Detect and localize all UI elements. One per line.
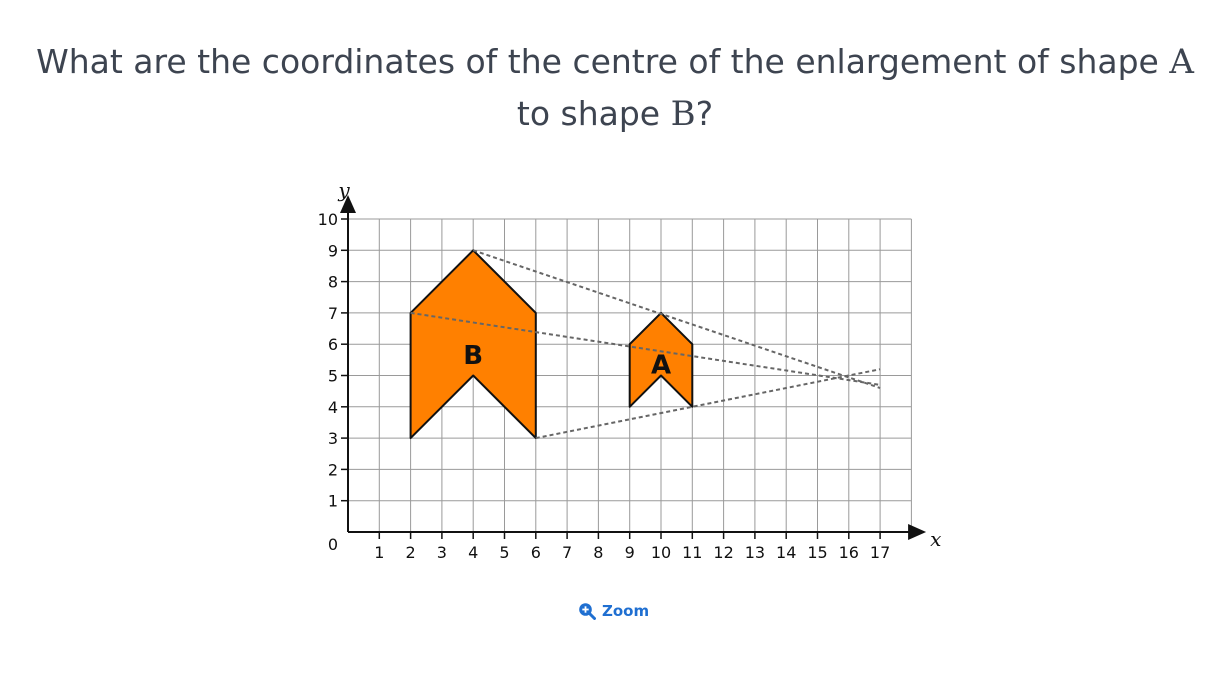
- zoom-in-icon: [579, 603, 596, 620]
- y-axis-label: y: [337, 178, 350, 202]
- x-tick-label: 12: [713, 543, 733, 562]
- y-tick-label: 5: [328, 367, 338, 386]
- y-tick-label: 10: [318, 210, 338, 229]
- construction-ray: [535, 368, 881, 440]
- question-line-1: What are the coordinates of the centre o…: [36, 42, 1194, 82]
- x-tick-label: 7: [562, 543, 572, 562]
- y-tick-label: 8: [328, 273, 338, 292]
- x-tick-label: 13: [745, 543, 765, 562]
- x-tick-label: 17: [870, 543, 890, 562]
- x-tick-label: 6: [531, 543, 541, 562]
- x-axis-label: x: [930, 527, 941, 551]
- x-tick-label: 2: [406, 543, 416, 562]
- zoom-button[interactable]: Zoom: [578, 598, 649, 624]
- x-tick-label: 8: [593, 543, 603, 562]
- shape-a-symbol: A: [1169, 42, 1194, 82]
- question-line-2: to shape B?: [516, 94, 714, 134]
- x-tick-label: 5: [499, 543, 509, 562]
- y-tick-label: 7: [328, 304, 338, 323]
- shape-label-b: B: [463, 341, 483, 371]
- construction-ray: [472, 249, 881, 389]
- construction-ray: [410, 311, 881, 386]
- y-tick-label: 2: [328, 460, 338, 479]
- x-tick-label: 15: [807, 543, 827, 562]
- axes: [340, 195, 927, 540]
- x-tick-label: 16: [839, 543, 859, 562]
- construction-rays: [410, 249, 881, 440]
- y-tick-label: 1: [328, 492, 338, 511]
- shape-b-symbol: B: [670, 94, 696, 134]
- shape-a: [628, 311, 694, 408]
- x-tick-label: 3: [437, 543, 447, 562]
- y-tick-label: 3: [328, 429, 338, 448]
- x-tick-label: 10: [651, 543, 671, 562]
- origin-label: 0: [328, 535, 338, 554]
- y-tick-label: 6: [328, 335, 338, 354]
- x-tick-label: 1: [374, 543, 384, 562]
- x-tick-label: 9: [625, 543, 635, 562]
- x-tick-label: 4: [468, 543, 478, 562]
- y-tick-label: 9: [328, 241, 338, 260]
- zoom-label: Zoom: [602, 602, 650, 620]
- question-text: What are the coordinates of the centre o…: [0, 36, 1230, 140]
- x-tick-label: 11: [682, 543, 702, 562]
- y-tick-label: 4: [328, 398, 338, 417]
- shape-label-a: A: [651, 351, 671, 381]
- x-tick-label: 14: [776, 543, 796, 562]
